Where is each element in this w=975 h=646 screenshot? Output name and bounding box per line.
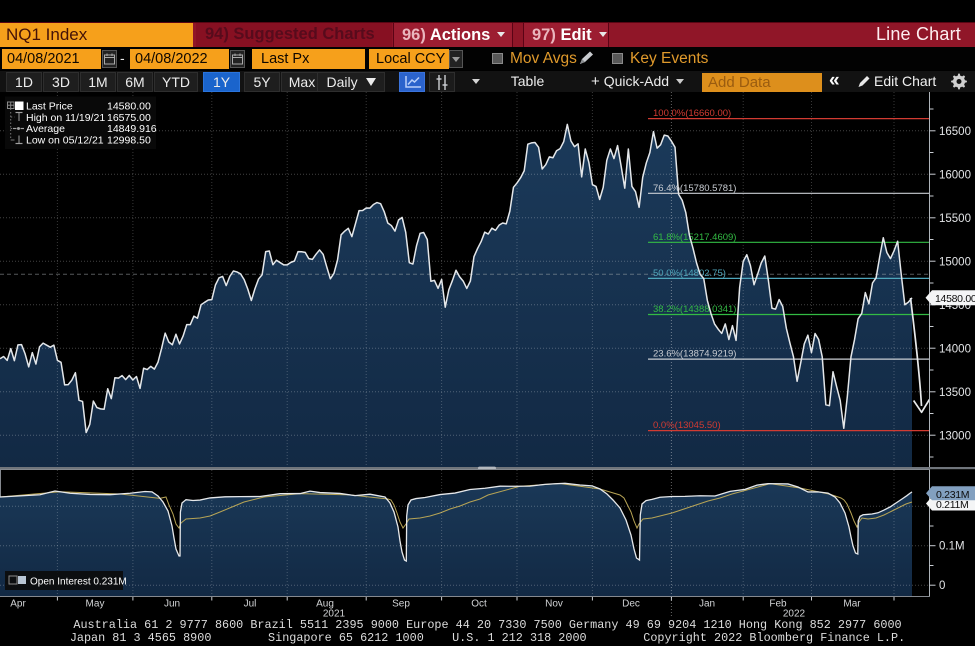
svg-text:14580.00: 14580.00 bbox=[935, 293, 975, 305]
svg-text:High on 11/19/21: High on 11/19/21 bbox=[26, 112, 105, 124]
svg-text:Aug: Aug bbox=[316, 599, 334, 610]
svg-text:Mar: Mar bbox=[843, 599, 861, 610]
svg-text:50.0%(14802.75): 50.0%(14802.75) bbox=[653, 268, 726, 279]
svg-text:0: 0 bbox=[939, 580, 945, 592]
svg-text:Dec: Dec bbox=[622, 599, 640, 610]
svg-text:15000: 15000 bbox=[939, 256, 971, 268]
svg-text:12998.50: 12998.50 bbox=[107, 135, 151, 147]
svg-text:Jun: Jun bbox=[164, 599, 180, 610]
svg-text:38.2%(14388.0341): 38.2%(14388.0341) bbox=[653, 304, 736, 315]
svg-text:Jan: Jan bbox=[699, 599, 715, 610]
svg-text:0.231M: 0.231M bbox=[936, 489, 969, 501]
svg-text:16000: 16000 bbox=[939, 169, 971, 181]
svg-text:2022: 2022 bbox=[783, 609, 806, 618]
svg-text:14000: 14000 bbox=[939, 343, 971, 355]
svg-text:Sep: Sep bbox=[392, 599, 410, 610]
svg-text:61.8%(15217.4609): 61.8%(15217.4609) bbox=[653, 232, 736, 243]
svg-text:2021: 2021 bbox=[323, 609, 346, 618]
svg-text:Feb: Feb bbox=[769, 599, 787, 610]
svg-text:16500: 16500 bbox=[939, 126, 971, 138]
svg-text:0.0%(13045.50): 0.0%(13045.50) bbox=[653, 420, 721, 431]
svg-text:15500: 15500 bbox=[939, 213, 971, 225]
svg-text:23.6%(13874.9219): 23.6%(13874.9219) bbox=[653, 349, 736, 360]
svg-text:Apr: Apr bbox=[10, 599, 26, 610]
svg-text:13000: 13000 bbox=[939, 430, 971, 442]
svg-text:13500: 13500 bbox=[939, 387, 971, 399]
svg-text:May: May bbox=[86, 599, 105, 610]
svg-text:Last Price: Last Price bbox=[26, 101, 73, 113]
svg-text:0.1M: 0.1M bbox=[939, 541, 965, 553]
svg-text:100.0%(16660.00): 100.0%(16660.00) bbox=[653, 108, 731, 119]
svg-text:14849.916: 14849.916 bbox=[107, 123, 157, 135]
svg-text:Average: Average bbox=[26, 123, 65, 135]
svg-text:16575.00: 16575.00 bbox=[107, 112, 151, 124]
svg-text:Open Interest 0.231M: Open Interest 0.231M bbox=[30, 577, 127, 588]
svg-text:Nov: Nov bbox=[545, 599, 563, 610]
svg-text:0.211M: 0.211M bbox=[936, 499, 968, 511]
svg-text:76.4%(15780.5781): 76.4%(15780.5781) bbox=[653, 183, 736, 194]
svg-text:Low on 05/12/21: Low on 05/12/21 bbox=[26, 135, 104, 147]
svg-text:Oct: Oct bbox=[471, 599, 487, 610]
svg-text:14580.00: 14580.00 bbox=[107, 101, 151, 113]
svg-text:Jul: Jul bbox=[244, 599, 257, 610]
